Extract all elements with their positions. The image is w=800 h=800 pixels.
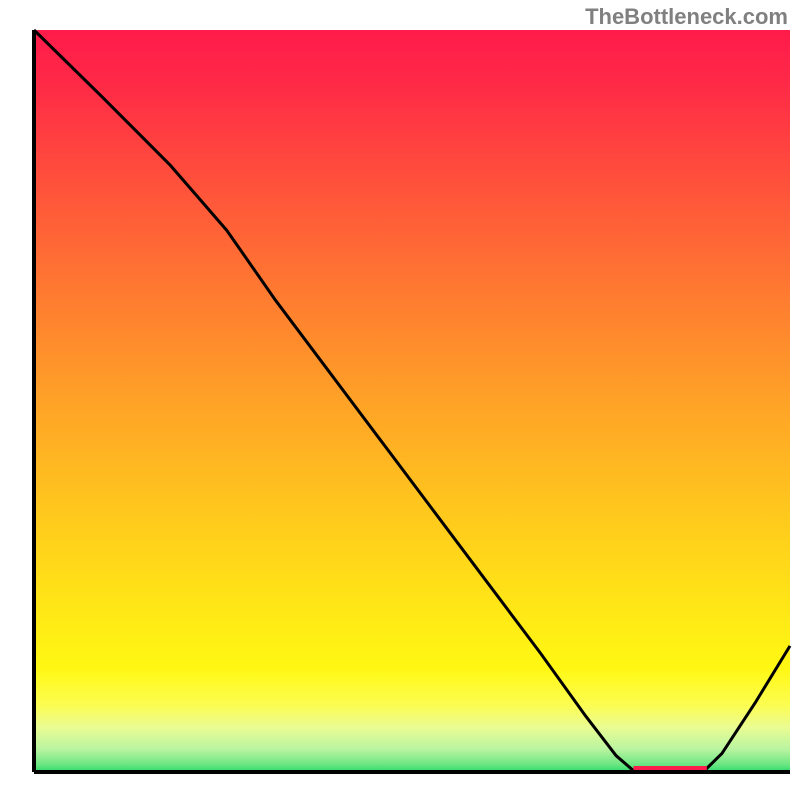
attribution-text: TheBottleneck.com bbox=[585, 4, 788, 30]
bottleneck-chart bbox=[0, 0, 800, 800]
chart-container: TheBottleneck.com bbox=[0, 0, 800, 800]
